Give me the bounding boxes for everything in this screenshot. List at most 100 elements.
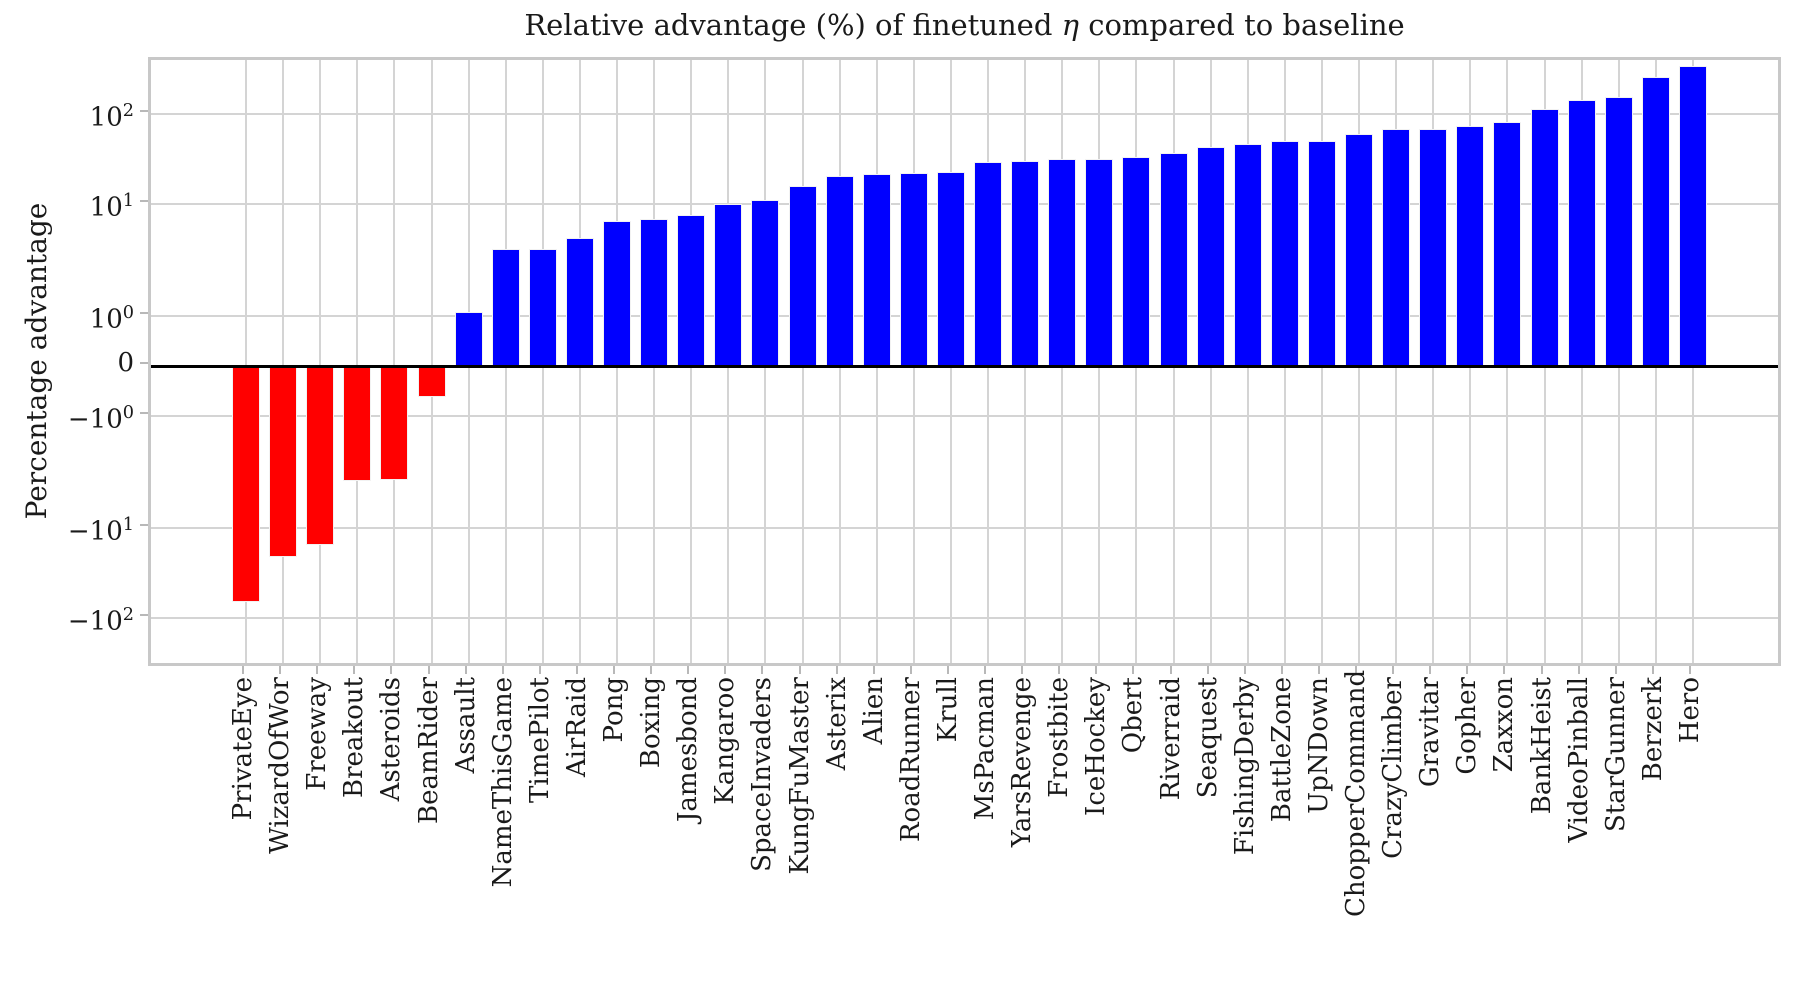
x-tick-mark xyxy=(1243,666,1246,674)
bar-TimePilot xyxy=(528,248,557,366)
bar-Berzerk xyxy=(1641,77,1670,366)
x-tick-label: SpaceInvaders xyxy=(747,677,778,872)
x-tick-label: WizardOfWor xyxy=(265,677,296,854)
x-tick-mark xyxy=(1355,666,1357,674)
x-tick-mark xyxy=(279,666,282,674)
y-tick-mark xyxy=(140,110,148,112)
y-tick-mark xyxy=(140,200,148,202)
chart-title-eta-symbol: η xyxy=(1061,8,1079,42)
x-tick-label: Zaxxon xyxy=(1489,677,1520,773)
x-tick-label: KungFuMaster xyxy=(784,677,815,875)
x-tick-label: Assault xyxy=(450,677,481,774)
x-tick-mark xyxy=(1169,666,1172,674)
x-tick-label: StarGunner xyxy=(1600,677,1631,833)
bar-Assault xyxy=(454,311,483,366)
x-tick-label: Breakout xyxy=(339,677,370,799)
bar-BeamRider xyxy=(417,366,446,397)
chart-title-suffix: compared to baseline xyxy=(1078,8,1405,42)
y-tick-label: 101 xyxy=(89,191,134,223)
y-tick-mark xyxy=(140,312,148,314)
chart-title: Relative advantage (%) of finetuned η co… xyxy=(148,8,1781,42)
bar-Zaxxon xyxy=(1493,121,1522,366)
plot-area xyxy=(148,57,1781,666)
vertical-gridline xyxy=(245,60,247,663)
x-tick-label: ChopperCommand xyxy=(1341,669,1371,917)
x-tick-label: PrivateEye xyxy=(228,677,258,821)
bar-Asteroids xyxy=(380,366,409,480)
x-tick-mark xyxy=(1280,666,1283,674)
y-tick-mark xyxy=(140,524,148,526)
x-tick-label: Kangaroo xyxy=(710,677,741,805)
bar-FishingDerby xyxy=(1233,143,1262,366)
vertical-gridline xyxy=(393,60,396,663)
x-tick-label: CrazyClimber xyxy=(1378,677,1409,859)
bar-Riverraid xyxy=(1159,152,1188,366)
x-tick-label: Freeway xyxy=(302,677,333,791)
x-tick-mark xyxy=(798,666,801,674)
x-tick-mark xyxy=(1466,666,1469,674)
bar-KungFuMaster xyxy=(788,186,817,366)
bar-MsPacman xyxy=(974,161,1002,366)
bar-RoadRunner xyxy=(899,172,928,366)
bar-Krull xyxy=(936,172,965,366)
bar-BattleZone xyxy=(1270,141,1299,366)
bar-AirRaid xyxy=(565,238,594,366)
x-tick-label: Asteroids xyxy=(376,677,407,802)
x-tick-mark xyxy=(1392,666,1395,674)
x-tick-label: Gravitar xyxy=(1415,677,1446,788)
y-tick-label: 100 xyxy=(89,303,134,335)
x-tick-label: NameThisGame xyxy=(487,677,518,888)
bar-StarGunner xyxy=(1604,97,1633,366)
y-tick-mark xyxy=(140,362,148,364)
y-tick-label: −101 xyxy=(67,515,134,547)
y-tick-label: 102 xyxy=(89,101,134,133)
x-tick-mark xyxy=(1651,666,1654,674)
bar-Pong xyxy=(603,221,631,366)
bar-CrazyClimber xyxy=(1382,129,1411,366)
bar-Jamesbond xyxy=(677,214,706,366)
vertical-gridline xyxy=(319,60,322,663)
bar-Kangaroo xyxy=(714,204,743,366)
x-tick-label: Seaquest xyxy=(1192,677,1223,799)
x-tick-mark xyxy=(1058,666,1061,674)
x-tick-mark xyxy=(1095,666,1098,674)
x-tick-mark xyxy=(650,666,653,674)
x-tick-label: IceHockey xyxy=(1081,677,1112,816)
x-tick-mark xyxy=(1503,666,1506,674)
x-tick-mark xyxy=(1540,666,1543,674)
zero-line xyxy=(151,365,1778,368)
x-tick-label: Qbert xyxy=(1118,677,1149,754)
x-tick-mark xyxy=(464,666,467,674)
x-tick-mark xyxy=(835,666,838,674)
horizontal-gridline xyxy=(151,415,1778,417)
bar-VideoPinball xyxy=(1567,99,1596,366)
x-tick-mark xyxy=(538,666,541,674)
bar-YarsRevenge xyxy=(1011,161,1040,366)
bar-Gopher xyxy=(1456,125,1485,366)
x-tick-label: RoadRunner xyxy=(895,677,926,843)
x-tick-mark xyxy=(613,666,615,674)
x-tick-mark xyxy=(575,666,578,674)
x-tick-label: BeamRider xyxy=(413,677,444,824)
x-tick-mark xyxy=(984,666,986,674)
vertical-gridline xyxy=(356,60,359,663)
x-tick-label: UpNDown xyxy=(1303,677,1334,814)
x-tick-label: YarsRevenge xyxy=(1007,677,1038,848)
x-tick-mark xyxy=(501,666,504,674)
x-tick-mark xyxy=(1688,666,1691,674)
x-tick-label: Krull xyxy=(932,677,963,743)
x-tick-mark xyxy=(909,666,912,674)
vertical-gridline xyxy=(430,60,433,663)
x-tick-label: MsPacman xyxy=(970,677,1000,821)
y-tick-mark xyxy=(140,614,148,616)
x-tick-label: Gopher xyxy=(1452,677,1483,775)
bar-Frostbite xyxy=(1048,159,1077,366)
x-tick-mark xyxy=(1317,666,1320,674)
x-tick-label: Asterix xyxy=(821,677,852,771)
x-tick-mark xyxy=(353,666,356,674)
x-tick-mark xyxy=(1577,666,1580,674)
x-tick-label: Hero xyxy=(1674,677,1705,744)
bar-Asterix xyxy=(825,175,854,366)
horizontal-gridline xyxy=(151,527,1778,529)
